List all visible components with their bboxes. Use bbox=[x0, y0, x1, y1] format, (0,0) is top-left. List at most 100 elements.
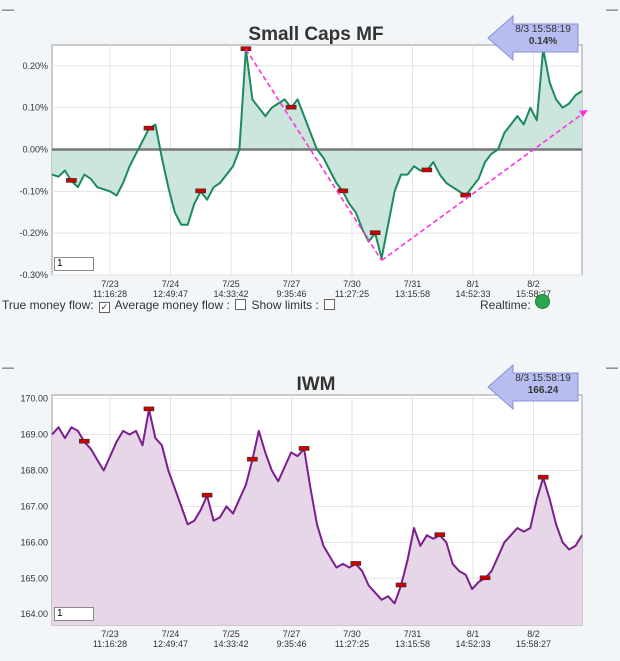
x-tick-date: 7/23 bbox=[101, 629, 119, 639]
event-marker[interactable] bbox=[395, 582, 407, 588]
true-flow-label: True money flow: bbox=[2, 298, 94, 312]
dash-mid-left: — bbox=[2, 360, 14, 374]
mf-latest-badge bbox=[487, 14, 579, 62]
series-area-fill bbox=[52, 49, 582, 259]
realtime-indicator[interactable] bbox=[535, 294, 550, 309]
x-tick-date: 7/30 bbox=[343, 279, 361, 289]
x-tick-time: 11:16:28 bbox=[93, 289, 127, 299]
x-tick-time: 15:58:27 bbox=[516, 289, 551, 299]
event-marker[interactable] bbox=[337, 188, 349, 194]
iwm-area bbox=[51, 408, 583, 625]
true-flow-checkbox[interactable]: ✓ bbox=[98, 302, 110, 313]
event-marker[interactable] bbox=[479, 575, 491, 581]
x-tick-date: 7/24 bbox=[162, 279, 180, 289]
iwm-period-input[interactable]: 1 bbox=[54, 607, 94, 621]
x-tick-time: 14:33:42 bbox=[213, 639, 248, 649]
y-tick-label: 165.00 bbox=[20, 573, 48, 583]
x-tick-time: 12:49:47 bbox=[153, 289, 188, 299]
uptrend-line bbox=[381, 109, 589, 262]
dash-mid-right: — bbox=[606, 360, 618, 374]
mf-badge-date: 8/3 15:58:19 bbox=[515, 24, 571, 35]
iwm-latest-badge bbox=[487, 363, 579, 411]
mf-title: Small Caps MF bbox=[248, 24, 383, 45]
y-tick-label: 168.00 bbox=[20, 465, 48, 475]
event-marker[interactable] bbox=[460, 192, 471, 198]
event-marker[interactable] bbox=[79, 438, 90, 444]
event-marker[interactable] bbox=[421, 167, 433, 173]
event-marker[interactable] bbox=[143, 125, 155, 131]
event-marker[interactable] bbox=[247, 456, 258, 462]
mf-badge-value: 0.14% bbox=[528, 36, 558, 47]
event-marker[interactable] bbox=[369, 230, 381, 235]
event-marker[interactable] bbox=[240, 46, 252, 51]
dash-top-left: — bbox=[2, 2, 14, 16]
iwm-y-ticks: 170.00 169.00 168.00 167.00 166.00 165.00 164.… bbox=[20, 394, 48, 620]
y-tick-label: -0.20% bbox=[19, 228, 48, 238]
series-area-fill bbox=[52, 409, 582, 625]
show-limits-checkbox[interactable] bbox=[324, 299, 336, 310]
mf-y-ticks: 0.20% 0.10% 0.00% -0.10% -0.20% -0.30% bbox=[19, 61, 48, 280]
money-flow-chart: 0.20%0.10%0.00%-0.10%-0.20%-0.30% 7/2311… bbox=[19, 24, 589, 299]
event-marker[interactable] bbox=[350, 561, 362, 566]
x-tick-date: 8/1 bbox=[467, 279, 480, 289]
x-tick-date: 7/24 bbox=[162, 629, 180, 639]
x-tick-date: 7/23 bbox=[101, 279, 119, 289]
event-marker[interactable] bbox=[195, 188, 206, 194]
x-tick-date: 8/1 bbox=[467, 629, 480, 639]
y-tick-label: 166.00 bbox=[20, 537, 48, 547]
downtrend-line bbox=[245, 48, 383, 261]
x-tick-time: 13:15:58 bbox=[395, 289, 430, 299]
iwm-badge-date: 8/3 15:58:19 bbox=[515, 373, 571, 384]
iwm-badge-value: 166.24 bbox=[527, 385, 559, 396]
realtime-label: Realtime: bbox=[480, 298, 531, 312]
avg-flow-checkbox[interactable] bbox=[235, 299, 247, 310]
event-marker[interactable] bbox=[434, 532, 446, 537]
x-tick-date: 7/31 bbox=[404, 279, 422, 289]
iwm-title: IWM bbox=[296, 374, 335, 395]
avg-flow-label: Average money flow : bbox=[114, 298, 230, 312]
x-tick-time: 11:16:28 bbox=[93, 639, 127, 649]
event-marker[interactable] bbox=[201, 492, 213, 498]
y-tick-label: 169.00 bbox=[20, 430, 48, 440]
x-tick-time: 11:27:25 bbox=[335, 289, 369, 299]
event-marker[interactable] bbox=[143, 406, 155, 412]
event-marker[interactable] bbox=[285, 104, 297, 110]
x-tick-time: 14:52:33 bbox=[455, 289, 490, 299]
event-marker[interactable] bbox=[298, 446, 310, 451]
x-tick-date: 7/25 bbox=[222, 629, 240, 639]
x-tick-time: 9:35:46 bbox=[276, 289, 306, 299]
y-tick-label: 0.10% bbox=[22, 103, 48, 113]
x-tick-date: 7/25 bbox=[222, 279, 240, 289]
x-tick-time: 12:49:47 bbox=[153, 639, 188, 649]
y-tick-label: 170.00 bbox=[20, 394, 48, 404]
dash-top-right: — bbox=[606, 2, 618, 16]
x-tick-date: 7/27 bbox=[283, 279, 301, 289]
mf-period-input[interactable]: 1 bbox=[54, 257, 94, 271]
y-tick-label: -0.30% bbox=[19, 270, 48, 280]
x-tick-time: 9:35:46 bbox=[276, 639, 306, 649]
iwm-markers bbox=[79, 406, 549, 588]
x-tick-date: 7/30 bbox=[343, 629, 361, 639]
x-tick-date: 8/2 bbox=[527, 279, 540, 289]
show-limits-label: Show limits : bbox=[251, 298, 319, 312]
y-tick-label: -0.10% bbox=[19, 186, 48, 196]
x-tick-date: 7/31 bbox=[404, 629, 422, 639]
y-tick-label: 167.00 bbox=[20, 501, 48, 511]
mf-trendlines bbox=[245, 48, 589, 262]
x-tick-date: 7/27 bbox=[283, 629, 301, 639]
series-line bbox=[51, 48, 583, 260]
event-marker[interactable] bbox=[66, 178, 77, 183]
y-tick-label: 164.00 bbox=[20, 609, 48, 619]
y-tick-label: 0.20% bbox=[22, 61, 48, 71]
mf-grid bbox=[52, 45, 582, 276]
mf-area bbox=[51, 48, 583, 260]
iwm-chart: 170.00 169.00 168.00 167.00 166.00 165.00 164.… bbox=[20, 374, 583, 649]
uptrend-arrowhead bbox=[579, 109, 588, 117]
flow-controls: True money flow: ✓ Average money flow : … bbox=[2, 298, 337, 313]
event-marker[interactable] bbox=[537, 474, 549, 480]
y-tick-label: 0.00% bbox=[22, 145, 48, 155]
x-tick-time: 14:52:33 bbox=[455, 639, 490, 649]
